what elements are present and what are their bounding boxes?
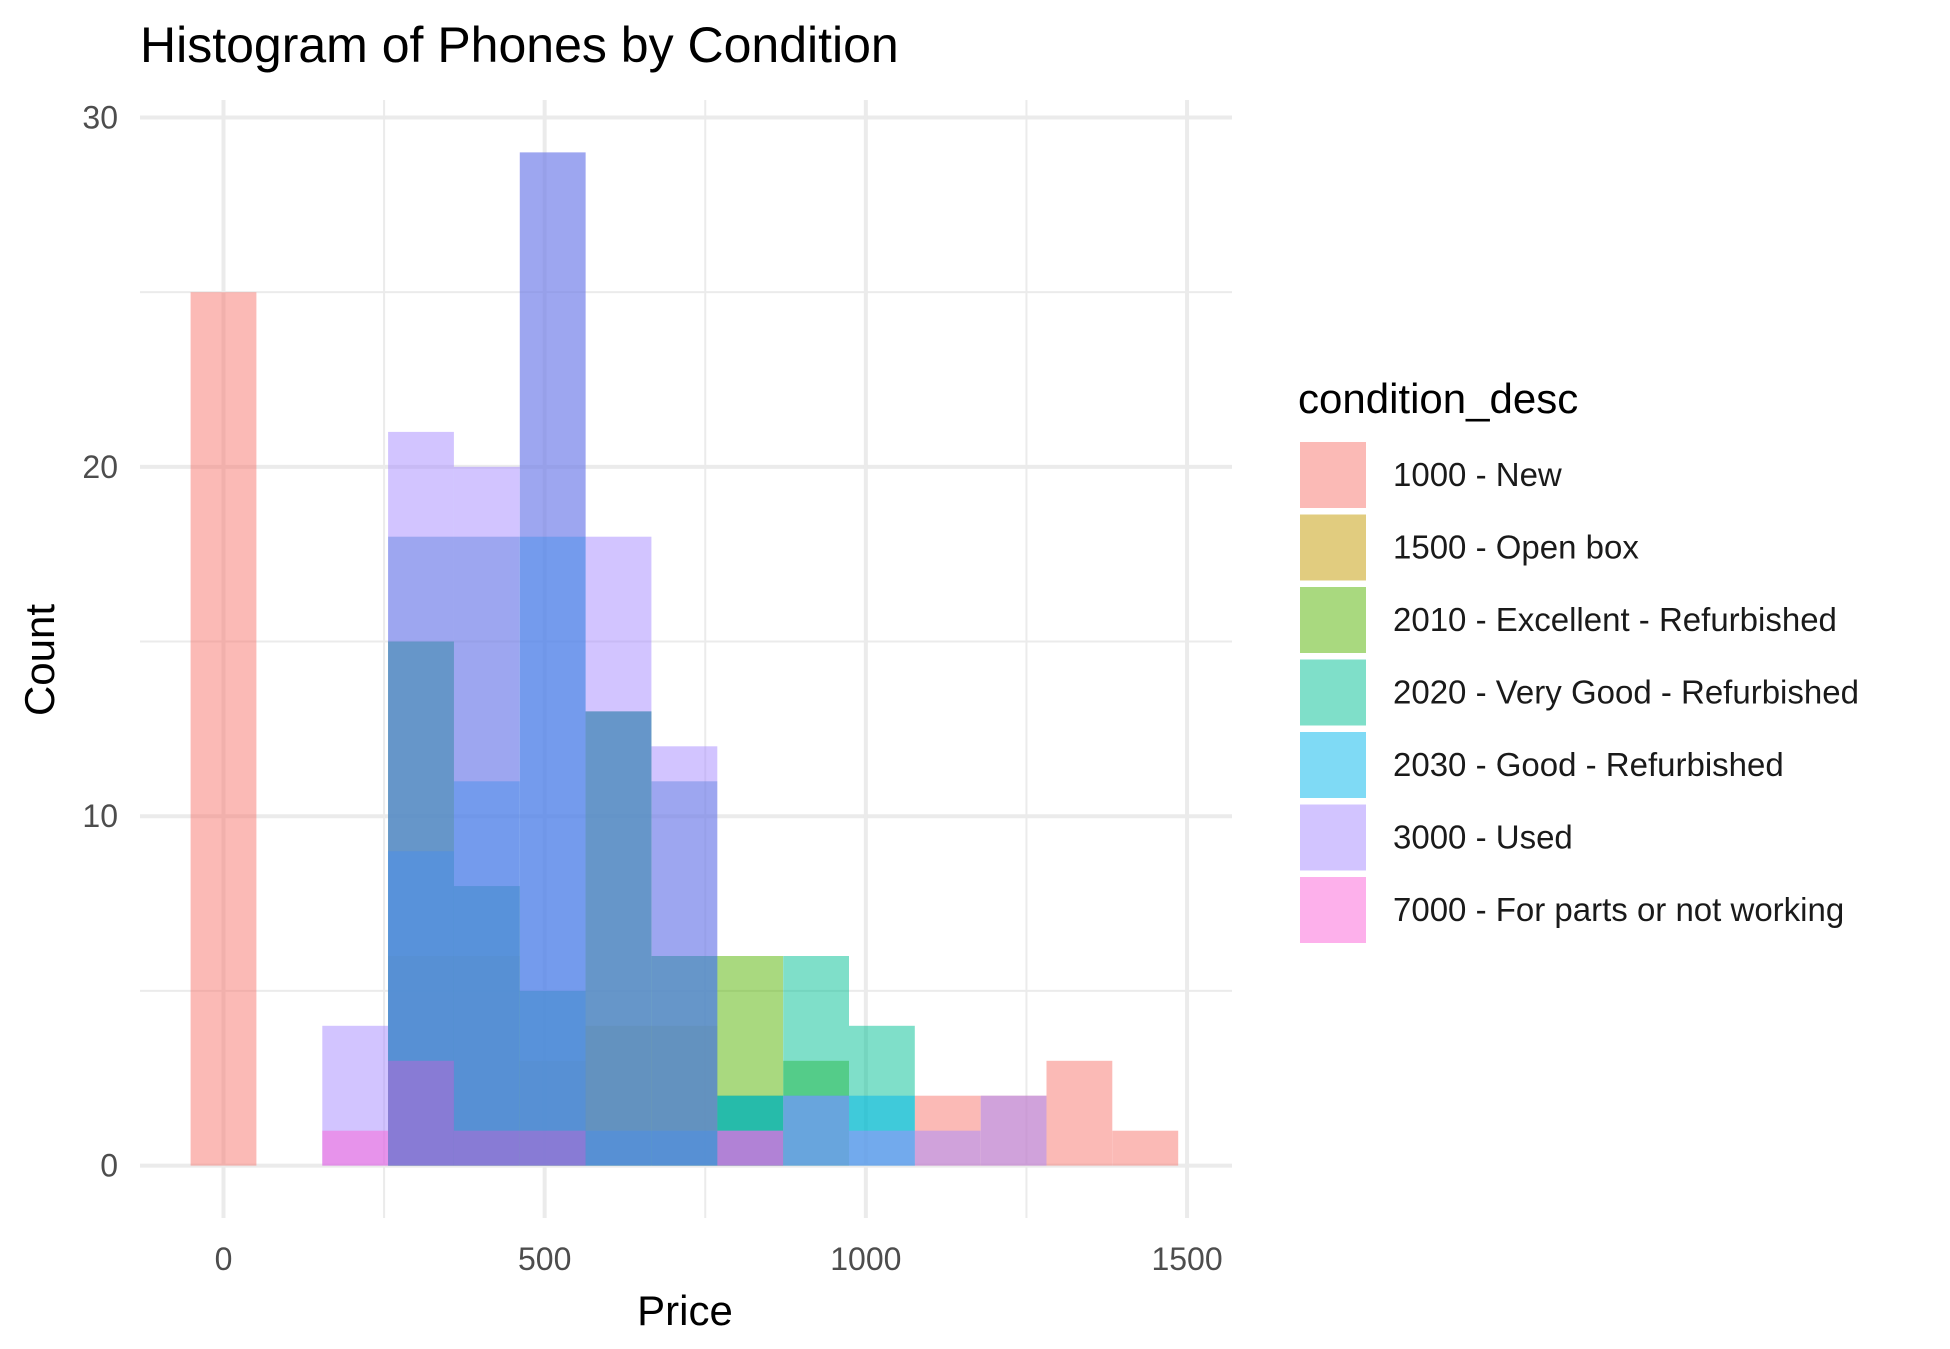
histogram-bar — [190, 292, 257, 1166]
y-axis-title: Count — [16, 604, 63, 716]
histogram-bar — [453, 536, 520, 1166]
histogram-bar — [980, 1095, 1047, 1166]
histogram-bar — [388, 1060, 454, 1166]
y-tick-label: 30 — [82, 99, 118, 135]
x-tick-label: 1000 — [830, 1241, 901, 1277]
histogram-bar — [849, 1130, 915, 1166]
histogram-bar — [519, 1130, 586, 1166]
legend-label: 7000 - For parts or not working — [1393, 891, 1844, 928]
legend-key — [1300, 804, 1366, 871]
legend-items: 1000 - New 1500 - Open box 2010 - Excellen… — [1300, 442, 1859, 943]
legend-label: 1000 - New — [1393, 456, 1562, 493]
histogram-bar — [519, 152, 586, 1166]
legend-key — [1300, 514, 1366, 581]
legend-label: 2010 - Excellent - Refurbished — [1393, 601, 1837, 638]
legend-key — [1300, 587, 1366, 653]
histogram-bar — [322, 1130, 389, 1166]
histogram-bar — [585, 536, 652, 1166]
x-axis-title: Price — [637, 1287, 733, 1334]
histogram-bar — [651, 746, 718, 1166]
x-axis-ticks: 0 500 1000 1500 — [215, 1241, 1223, 1277]
y-axis-ticks: 0 10 20 30 — [82, 99, 118, 1183]
histogram-bars — [190, 152, 1179, 1166]
y-tick-label: 20 — [82, 449, 118, 485]
x-tick-label: 500 — [518, 1241, 571, 1277]
legend-key — [1300, 659, 1366, 726]
histogram-bar — [914, 1130, 981, 1166]
histogram-bar — [1112, 1130, 1179, 1166]
histogram-bar — [717, 1130, 784, 1166]
legend-key — [1300, 442, 1366, 508]
histogram-bar — [519, 152, 586, 1166]
histogram-bar — [453, 466, 520, 1166]
histogram-bar — [388, 431, 454, 1166]
y-tick-label: 0 — [100, 1148, 118, 1184]
histogram-bar — [388, 536, 454, 1166]
legend: condition_desc 1000 - New 1500 - Open box… — [1298, 375, 1859, 943]
histogram-bar — [453, 1130, 520, 1166]
histogram-bar — [1046, 1060, 1113, 1166]
y-tick-label: 10 — [82, 798, 118, 834]
histogram-bar — [783, 1095, 849, 1166]
histogram-bar — [651, 781, 718, 1166]
legend-label: 2020 - Very Good - Refurbished — [1393, 674, 1859, 711]
legend-title: condition_desc — [1298, 375, 1578, 422]
histogram-bar — [585, 711, 652, 1166]
legend-key — [1300, 732, 1366, 798]
x-tick-label: 1500 — [1151, 1241, 1222, 1277]
legend-label: 2030 - Good - Refurbished — [1393, 746, 1784, 783]
legend-key — [1300, 877, 1366, 943]
legend-label: 1500 - Open box — [1393, 529, 1639, 566]
x-tick-label: 0 — [215, 1241, 233, 1277]
legend-label: 3000 - Used — [1393, 819, 1573, 856]
chart-title: Histogram of Phones by Condition — [140, 17, 899, 73]
